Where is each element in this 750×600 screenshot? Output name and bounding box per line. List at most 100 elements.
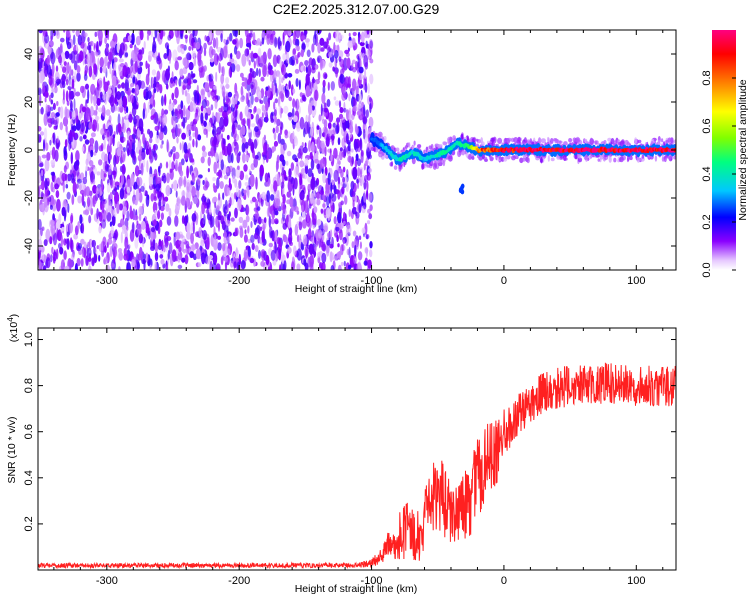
heatmap-cell	[56, 198, 61, 212]
heatmap-cell	[131, 88, 135, 93]
heatmap-cell	[318, 229, 323, 239]
heatmap-cell	[124, 79, 129, 92]
heatmap-cell	[52, 203, 57, 212]
heatmap-cell	[52, 119, 58, 126]
heatmap-cell	[122, 95, 128, 109]
heatmap-cell	[185, 197, 190, 207]
heatmap-cell	[235, 185, 240, 198]
heatmap-cell	[148, 173, 153, 183]
heatmap-cell	[357, 251, 363, 261]
heatmap-cell	[200, 156, 205, 164]
heatmap-cell	[317, 42, 321, 54]
heatmap-cell	[256, 206, 261, 211]
heatmap-cell	[133, 127, 136, 133]
heatmap-cell	[524, 140, 528, 144]
heatmap-cell	[201, 89, 205, 101]
heatmap-cell	[272, 30, 276, 36]
heatmap-cell	[41, 81, 46, 94]
heatmap-cell	[172, 80, 175, 87]
heatmap-cell	[250, 93, 254, 106]
heatmap-cell	[296, 122, 301, 132]
heatmap-cell	[79, 214, 83, 225]
heatmap-cell	[358, 93, 363, 106]
colorbar-tick-label: 0.6	[701, 118, 713, 133]
heatmap-cell	[185, 240, 190, 249]
heatmap-cell	[191, 50, 196, 58]
heatmap-cell	[126, 106, 129, 114]
heatmap-cell	[223, 103, 229, 113]
heatmap-cell	[259, 100, 264, 104]
heatmap-cell	[258, 91, 262, 100]
heatmap-cell	[364, 175, 368, 182]
heatmap-cell	[228, 165, 233, 172]
heatmap-cell	[130, 82, 135, 88]
heatmap-cell	[140, 185, 145, 192]
heatmap-cell	[61, 206, 66, 217]
heatmap-cell	[55, 65, 59, 72]
heatmap-cell	[498, 137, 502, 142]
heatmap-cell	[539, 158, 543, 163]
heatmap-cell	[43, 139, 45, 152]
heatmap-cell	[276, 154, 280, 164]
heatmap-cell	[327, 81, 330, 91]
heatmap-cell	[324, 73, 328, 79]
heatmap-cell	[78, 54, 82, 64]
heatmap-cell	[218, 192, 221, 201]
heatmap-cell	[121, 163, 126, 176]
heatmap-cell	[65, 184, 69, 189]
heatmap-cell	[234, 30, 238, 38]
heatmap-cell	[282, 193, 286, 205]
heatmap-cell	[261, 104, 265, 112]
heatmap-cell	[368, 168, 372, 173]
heatmap-cell	[159, 84, 163, 94]
heatmap-cell	[70, 100, 73, 111]
heatmap-cell	[260, 55, 265, 69]
heatmap-cell	[46, 181, 50, 187]
heatmap-cell	[118, 66, 123, 77]
heatmap-cell	[242, 152, 246, 164]
heatmap-cell	[437, 159, 443, 167]
heatmap-cell	[506, 139, 511, 144]
heatmap-cell	[204, 82, 210, 93]
heatmap-cell	[305, 65, 308, 74]
heatmap-cell	[637, 139, 642, 144]
heatmap-cell	[213, 185, 218, 193]
heatmap-cell	[661, 156, 665, 162]
heatmap-cell	[311, 230, 315, 238]
y-tick-label: 20	[23, 96, 35, 108]
heatmap-cell	[110, 225, 115, 238]
heatmap-cell	[329, 251, 333, 263]
heatmap-cell	[52, 213, 55, 222]
snr-series-line	[38, 362, 676, 570]
heatmap-cell	[253, 79, 258, 91]
heatmap-cell	[373, 147, 376, 152]
heatmap-cell	[153, 195, 158, 202]
spectrogram-ylabel: Frequency (Hz)	[6, 114, 18, 186]
heatmap-cell	[71, 110, 76, 120]
heatmap-cell	[197, 57, 202, 67]
heatmap-cell	[255, 176, 258, 190]
heatmap-cell	[147, 194, 150, 201]
heatmap-cell	[319, 158, 326, 169]
heatmap-cell	[336, 234, 339, 243]
heatmap-cell	[129, 229, 135, 242]
heatmap-cell	[179, 142, 182, 151]
heatmap-cell	[358, 51, 363, 60]
heatmap-cell	[85, 83, 89, 90]
heatmap-cell	[603, 140, 607, 144]
heatmap-cell	[216, 142, 219, 148]
heatmap-cell	[368, 116, 374, 128]
heatmap-cell	[282, 203, 286, 215]
heatmap-cell	[138, 49, 142, 55]
heatmap-cell	[233, 261, 237, 269]
heatmap-cell	[195, 42, 201, 50]
heatmap-cell	[243, 189, 247, 194]
heatmap-cell	[38, 163, 44, 168]
heatmap-cell	[661, 138, 664, 143]
heatmap-cell	[294, 54, 298, 61]
heatmap-cell	[153, 201, 156, 208]
heatmap-cell	[205, 209, 209, 214]
heatmap-cell	[491, 137, 494, 144]
heatmap-cell	[251, 123, 256, 128]
heatmap-cell	[40, 251, 45, 261]
